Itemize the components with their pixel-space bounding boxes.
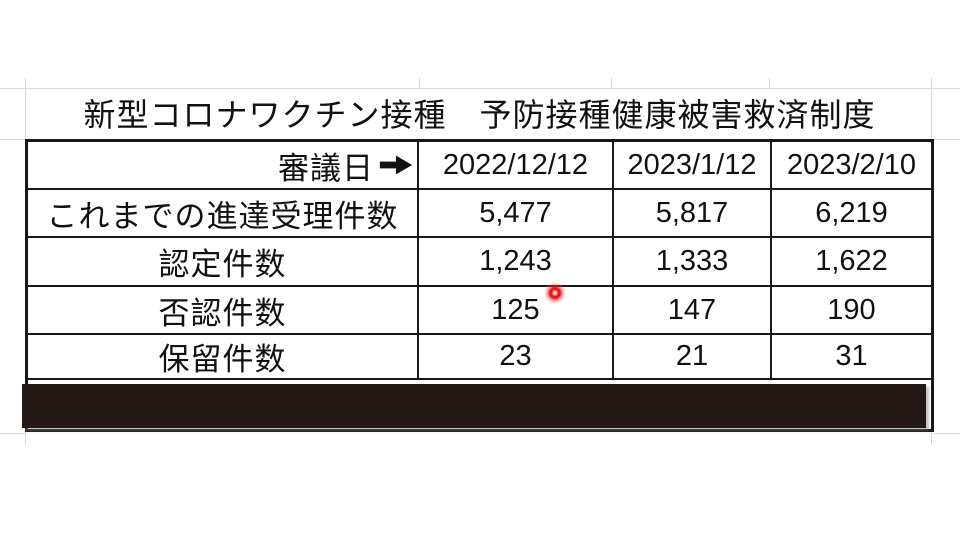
header-date-cell: 2023/1/12 <box>614 142 772 190</box>
value-cell: 1,243 <box>419 238 614 287</box>
gridline <box>611 78 612 88</box>
header-date-cell: 2022/12/12 <box>419 142 614 190</box>
gridline <box>769 78 770 88</box>
value-cell: 31 <box>772 335 931 380</box>
data-table: 審議日 2022/12/12 2023/1/12 2023/2/10 これまでの… <box>25 139 934 432</box>
gridline <box>25 432 26 444</box>
gridline <box>25 78 26 139</box>
row-label-cell: 認定件数 <box>28 238 419 287</box>
black-bar <box>22 384 926 428</box>
value-cell: 1,622 <box>772 238 931 287</box>
gridline <box>0 139 25 140</box>
value-cell: 23 <box>419 335 614 380</box>
value-cell: 1,333 <box>614 238 772 287</box>
gridline <box>0 88 960 89</box>
row-label-cell: 保留件数 <box>28 335 419 380</box>
gridline <box>934 433 960 434</box>
value-cell: 5,817 <box>614 190 772 238</box>
gridline <box>934 139 960 140</box>
gridline <box>931 78 932 139</box>
page-title: 新型コロナワクチン接種 予防接種健康被害救済制度 <box>83 97 876 133</box>
value-cell: 21 <box>614 335 772 380</box>
value-cell: 125 <box>419 287 614 335</box>
value-cell: 190 <box>772 287 931 335</box>
header-date-cell: 2023/2/10 <box>772 142 931 190</box>
right-arrow-icon <box>379 155 413 175</box>
value-cell: 6,219 <box>772 190 931 238</box>
row-label-cell: これまでの進達受理件数 <box>28 190 419 238</box>
header-label-cell: 審議日 <box>28 142 419 190</box>
gridline <box>419 78 420 88</box>
value-cell: 5,477 <box>419 190 614 238</box>
row-label-cell: 否認件数 <box>28 287 419 335</box>
header-label: 審議日 <box>278 150 374 186</box>
gridline <box>0 433 25 434</box>
laser-pointer-dot <box>544 282 566 304</box>
value-cell: 147 <box>614 287 772 335</box>
gridline <box>931 432 932 444</box>
